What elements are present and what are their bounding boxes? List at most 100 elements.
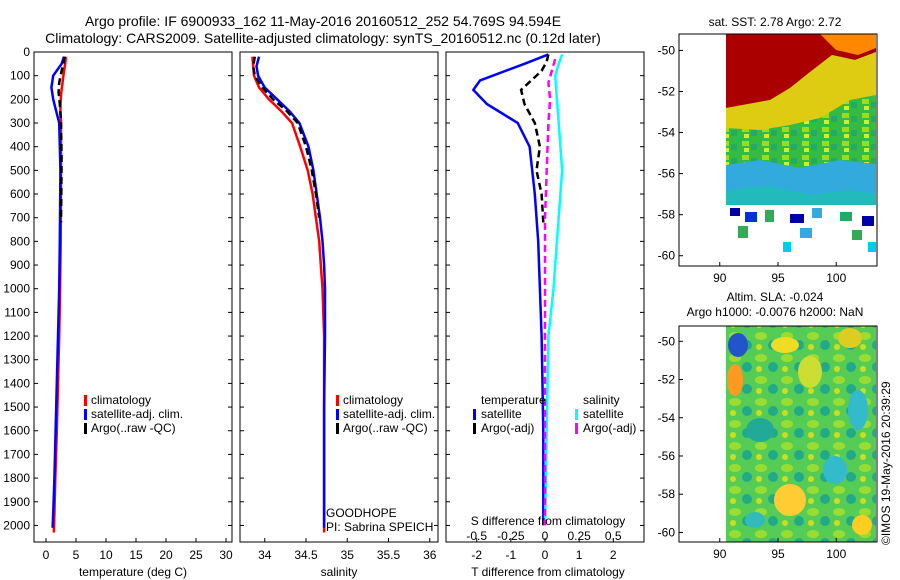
x-tick-label: 5 <box>73 548 80 562</box>
map-x-tick-label: 95 <box>771 547 785 561</box>
x-tick-label: 25 <box>189 548 203 562</box>
sla-map-title: Altim. SLA: -0.024 <box>727 290 824 304</box>
legend-label-s-satellite: satellite <box>583 407 624 421</box>
y-tick-label: 1900 <box>3 495 30 509</box>
map-y-tick-label: -54 <box>658 126 676 140</box>
y-tick-label: 1800 <box>3 471 30 485</box>
map-y-tick-label: -58 <box>658 487 676 501</box>
salinity-plot-area <box>251 56 327 533</box>
map-y-tick-label: -50 <box>658 43 676 57</box>
sst-map-field <box>726 34 876 252</box>
salinity-axes-box <box>239 51 439 543</box>
top-x-tick-label: 0 <box>542 529 549 543</box>
map-y-tick-label: -52 <box>658 84 676 98</box>
float-pi-label: PI: Sabrina SPEICH <box>326 520 433 534</box>
series-line-2 <box>251 56 321 218</box>
difference-plot-area <box>471 53 564 526</box>
series-line-0 <box>251 56 326 533</box>
x-tick-label: 35.5 <box>377 548 401 562</box>
y-tick-label: 300 <box>10 116 30 130</box>
legend-swatch-satellite <box>336 409 339 420</box>
temperature-legend: climatology satellite-adj. clim. Argo(..… <box>84 393 183 435</box>
x-tick-label: 0 <box>43 548 50 562</box>
y-tick-label: 1400 <box>3 376 30 390</box>
legend-swatch-s-argo <box>575 423 578 434</box>
legend-swatch-climatology <box>84 395 87 406</box>
series-line-0 <box>471 53 549 526</box>
y-tick-label: 1200 <box>3 329 30 343</box>
y-tick-label: 1700 <box>3 447 30 461</box>
temperature-plot-area <box>50 56 68 533</box>
s-difference-xlabel: S difference from climatology <box>471 514 626 528</box>
sla-map-subtitle: Argo h1000: -0.0076 h2000: NaN <box>687 305 864 319</box>
sla-map-ticks: 90 95 100 -50 -52 -54 -56 -58 -60 <box>658 334 847 561</box>
y-tick-label: 1600 <box>3 424 30 438</box>
top-x-tick-label: -0.25 <box>497 529 525 543</box>
y-tick-label: 900 <box>10 258 30 272</box>
legend-swatch-satellite <box>84 409 87 420</box>
series-line-2 <box>543 53 564 526</box>
x-tick-label: 2 <box>610 548 617 562</box>
credit-text: ©IMOS 19-May-2016 20:39:29 <box>879 381 893 545</box>
y-tick-label: 1500 <box>3 400 30 414</box>
temperature-axes-box <box>33 51 233 543</box>
salinity-panel: 34 34.5 35 35.5 36 salinity climatology sate… <box>239 51 439 579</box>
x-tick-label: 10 <box>99 548 113 562</box>
legend-label-argo: Argo(..raw -QC) <box>91 421 176 435</box>
legend-swatch-argo <box>84 423 87 434</box>
t-difference-axis-ticks: -2 -1 0 1 2 <box>471 538 617 562</box>
legend-label-t-argo: Argo(-adj) <box>481 421 534 435</box>
map-y-tick-label: -60 <box>658 525 676 539</box>
y-tick-label: 1100 <box>4 305 30 319</box>
legend-swatch-s-satellite <box>575 409 578 420</box>
legend-swatch-t-satellite <box>473 409 476 420</box>
x-tick-label: 0 <box>542 548 549 562</box>
y-tick-label: 400 <box>10 140 30 154</box>
legend-swatch-climatology <box>336 395 339 406</box>
legend-swatch-argo <box>336 423 339 434</box>
y-tick-label: 700 <box>10 211 30 225</box>
x-tick-label: 30 <box>219 548 233 562</box>
x-tick-label: 15 <box>129 548 143 562</box>
temperature-xlabel: temperature (deg C) <box>79 565 187 579</box>
map-y-tick-label: -56 <box>658 167 676 181</box>
temperature-axis-ticks: 0 5 10 15 20 25 30 <box>43 538 233 562</box>
legend-label-s-argo: Argo(-adj) <box>583 421 636 435</box>
salinity-legend: climatology satellite-adj. clim. Argo(..… <box>336 393 435 435</box>
x-tick-label: 34 <box>258 548 272 562</box>
salinity-xlabel: salinity <box>321 565 358 579</box>
map-x-tick-label: 100 <box>826 271 846 285</box>
difference-legend: temperature satellite Argo(-adj) salinit… <box>473 393 636 435</box>
legend-label-climatology: climatology <box>343 393 403 407</box>
top-x-tick-label: 0.25 <box>567 529 591 543</box>
legend-label-satellite: satellite-adj. clim. <box>343 407 435 421</box>
y-tick-label: 600 <box>10 187 30 201</box>
t-difference-xlabel: T difference from climatology <box>471 565 625 579</box>
map-x-tick-label: 90 <box>713 547 727 561</box>
y-tick-label: 100 <box>10 69 30 83</box>
x-tick-label: -2 <box>471 548 482 562</box>
map-y-tick-label: -56 <box>658 449 676 463</box>
x-tick-label: 34.5 <box>294 548 318 562</box>
x-tick-label: 36 <box>423 548 437 562</box>
sst-map-panel: sat. SST: 2.78 Argo: 2.72 90 95 100 -50 -52 -… <box>658 15 878 285</box>
sst-map-ticks: 90 95 100 -50 -52 -54 -56 -58 -60 <box>658 43 847 285</box>
x-tick-label: 1 <box>576 548 583 562</box>
s-difference-axis-ticks: -0.5 -0.25 0 0.25 0.5 <box>466 529 622 543</box>
sla-map-field <box>726 326 876 542</box>
series-line-1 <box>519 54 550 223</box>
sla-map-panel: Altim. SLA: -0.024 Argo h1000: -0.0076 h… <box>658 290 878 561</box>
legend-label-t-satellite: satellite <box>481 407 522 421</box>
legend-heading-salinity: salinity <box>583 393 620 407</box>
temperature-panel: 0100200300400500600700800900100011001200… <box>3 45 644 579</box>
map-y-tick-label: -52 <box>658 373 676 387</box>
legend-label-climatology: climatology <box>91 393 151 407</box>
map-y-tick-label: -50 <box>658 334 676 348</box>
figure-title-line2: Climatology: CARS2009. Satellite-adjuste… <box>45 30 601 46</box>
x-tick-label: 20 <box>159 548 173 562</box>
y-tick-label: 800 <box>10 234 30 248</box>
map-y-tick-label: -58 <box>658 208 676 222</box>
map-x-tick-label: 100 <box>826 547 846 561</box>
map-x-tick-label: 90 <box>713 271 727 285</box>
